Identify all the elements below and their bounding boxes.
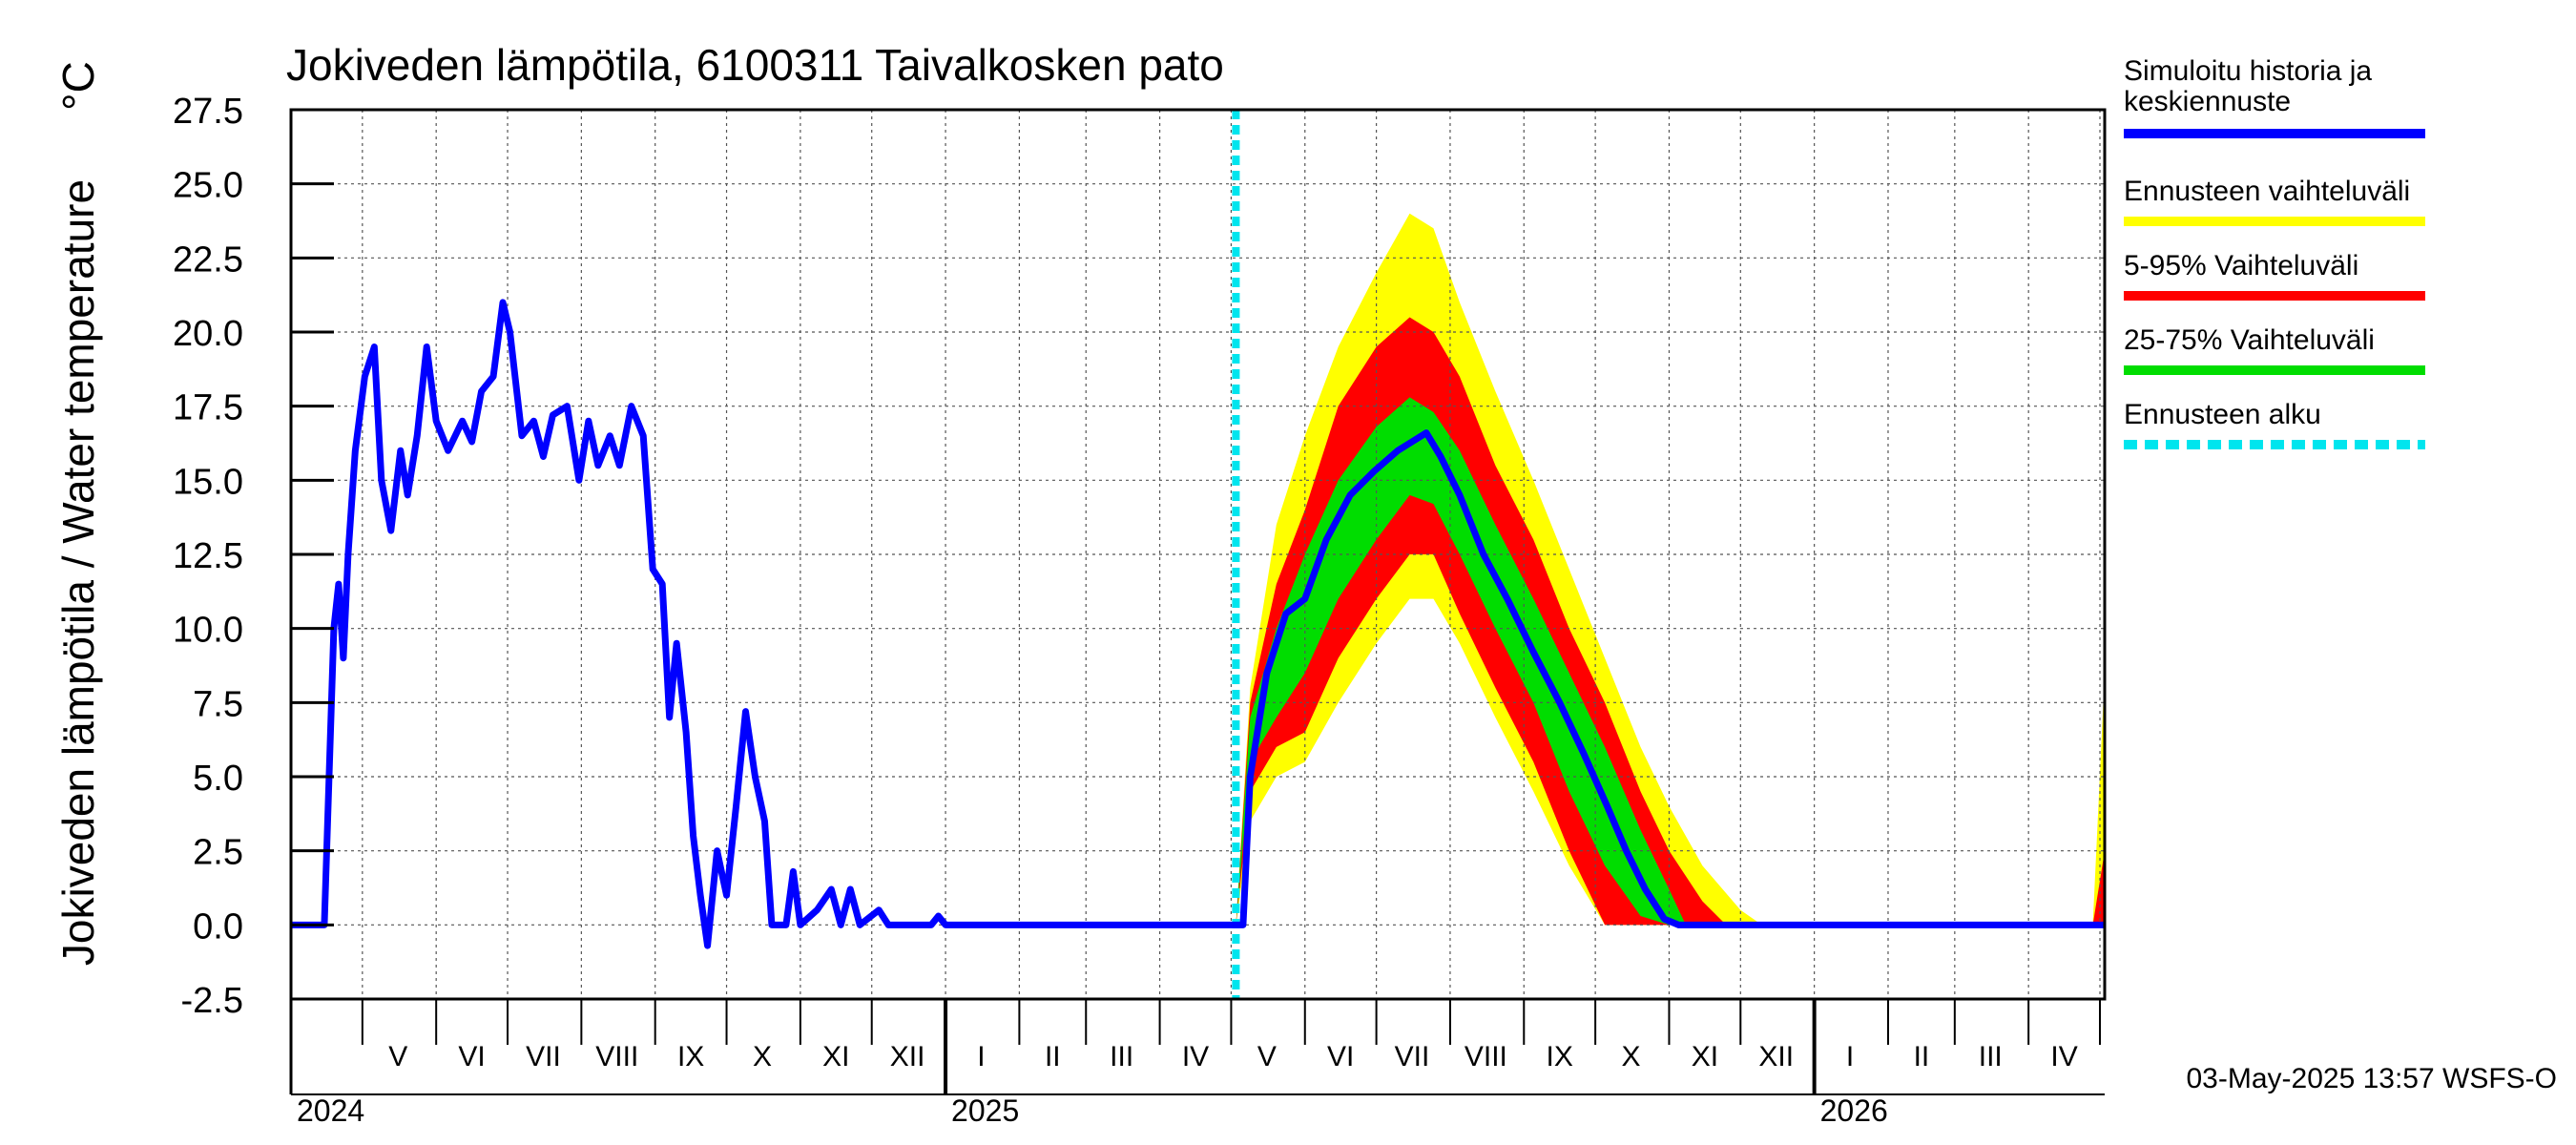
y-axis-label: Jokiveden lämpötila / Water temperature [53,179,103,966]
month-label: I [977,1041,985,1072]
y-tick-label: 7.5 [193,684,243,724]
chart-title: Jokiveden lämpötila, 6100311 Taivalkoske… [286,40,1224,90]
legend-label: 25-75% Vaihteluväli [2124,324,2375,356]
month-label: IX [1547,1041,1573,1072]
month-label: II [1045,1041,1061,1072]
y-tick-label: 10.0 [173,611,243,651]
series-lines [291,110,2105,999]
month-label: IV [1182,1041,1209,1072]
y-tick-label: 20.0 [173,314,243,354]
plot-frame [289,108,2107,1001]
y-tick-label: 5.0 [193,759,243,799]
band-3 [1236,397,2105,926]
month-label: I [1846,1041,1854,1072]
month-label: VII [526,1041,561,1072]
month-label: XI [822,1041,849,1072]
year-label: 2025 [951,1093,1019,1128]
y-tick-label: 27.5 [173,92,243,132]
legend-label: Ennusteen alku [2124,399,2321,430]
month-label: X [1622,1041,1641,1072]
month-label: V [388,1041,407,1072]
y-tick-label: 25.0 [173,166,243,206]
footer-timestamp: 03-May-2025 13:57 WSFS-O [2187,1063,2558,1094]
legend-label: Ennusteen vaihteluväli [2124,176,2410,207]
y-tick-label: 22.5 [173,239,243,280]
month-label: VIII [595,1041,638,1072]
forecast-bands [1236,213,2105,926]
month-label: IX [677,1041,704,1072]
month-label: VI [1327,1041,1354,1072]
y-axis-unit: °C [53,61,103,111]
legend-label: keskiennuste [2124,86,2291,117]
month-label: X [753,1041,772,1072]
y-tick-label: 15.0 [173,462,243,502]
legend-label: 5-95% Vaihteluväli [2124,250,2358,281]
y-tick-label: 17.5 [173,388,243,428]
year-label: 2024 [297,1093,364,1128]
y-tick-label: 0.0 [193,906,243,947]
series-line-main [291,299,2105,949]
axes: 27.5 25.0 22.5 20.0 17.5 15.0 12.5 10.0 7.5 5.0 2.… [173,92,2107,1128]
y-tick-label: -2.5 [181,981,243,1021]
month-label: V [1257,1041,1277,1072]
month-label: III [1110,1041,1133,1072]
month-label: III [1979,1041,2003,1072]
month-label: XII [890,1041,925,1072]
month-label: VIII [1465,1041,1507,1072]
y-tick-label: 12.5 [173,536,243,576]
month-label: IV [2050,1041,2077,1072]
month-label: II [1914,1041,1930,1072]
y-tick-label: 2.5 [193,833,243,873]
month-label: XII [1758,1041,1794,1072]
month-label: VII [1395,1041,1430,1072]
grid-lines [291,109,2105,1000]
year-label: 2026 [1820,1093,1888,1128]
month-label: VI [458,1041,485,1072]
month-label: XI [1692,1041,1718,1072]
legend-label: Simuloitu historia ja [2124,55,2372,87]
